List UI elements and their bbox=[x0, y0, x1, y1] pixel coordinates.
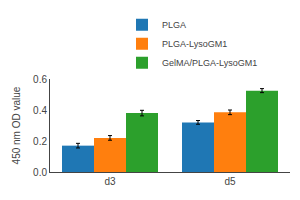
svg-text:GelMA/PLGA-LysoGM1: GelMA/PLGA-LysoGM1 bbox=[162, 58, 257, 68]
svg-text:0.6: 0.6 bbox=[33, 74, 47, 85]
svg-text:PLGA-LysoGM1: PLGA-LysoGM1 bbox=[162, 39, 227, 49]
svg-text:PLGA: PLGA bbox=[162, 20, 186, 30]
svg-text:d3: d3 bbox=[104, 176, 116, 187]
svg-text:450 nm OD value: 450 nm OD value bbox=[11, 86, 22, 164]
svg-text:d5: d5 bbox=[224, 176, 236, 187]
svg-text:0.2: 0.2 bbox=[33, 136, 47, 147]
svg-text:0.4: 0.4 bbox=[33, 105, 47, 116]
svg-text:0.0: 0.0 bbox=[33, 167, 47, 178]
